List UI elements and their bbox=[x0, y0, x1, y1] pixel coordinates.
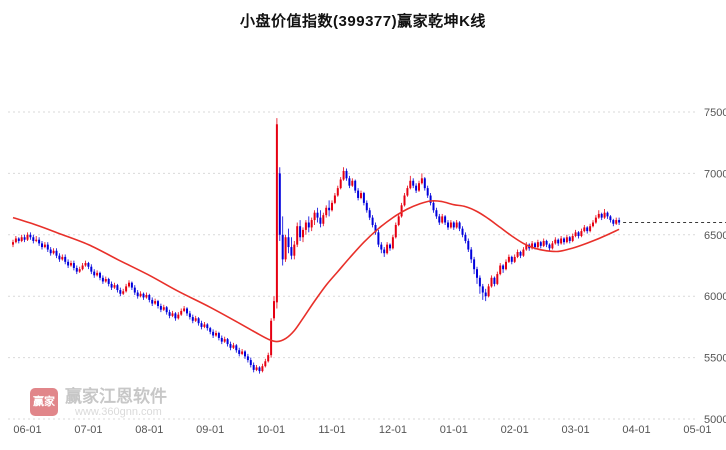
y-axis-label: 7000 bbox=[704, 168, 726, 180]
ma-line bbox=[12, 200, 620, 343]
x-axis-label: 10-01 bbox=[257, 424, 285, 436]
x-axis-label: 12-01 bbox=[379, 424, 407, 436]
x-axis-label: 08-01 bbox=[135, 424, 163, 436]
x-axis-label: 05-01 bbox=[683, 424, 711, 436]
x-axis-label: 02-01 bbox=[501, 424, 529, 436]
y-axis-label: 5500 bbox=[704, 353, 726, 365]
x-axis-label: 01-01 bbox=[440, 424, 468, 436]
x-axis-label: 11-01 bbox=[318, 424, 345, 436]
y-axis-label: 5000 bbox=[704, 414, 726, 426]
chart-title: 小盘价值指数(399377)赢家乾坤K线 bbox=[240, 13, 486, 30]
x-axis-label: 03-01 bbox=[562, 424, 590, 436]
x-axis-label: 09-01 bbox=[196, 424, 224, 436]
x-axis-label: 07-01 bbox=[74, 424, 102, 436]
y-axis-label: 6500 bbox=[704, 230, 726, 242]
y-axis-label: 6000 bbox=[704, 291, 726, 303]
x-axis-label: 06-01 bbox=[13, 424, 41, 436]
y-axis-label: 7500 bbox=[704, 107, 726, 119]
x-axis-label: 04-01 bbox=[622, 424, 650, 436]
